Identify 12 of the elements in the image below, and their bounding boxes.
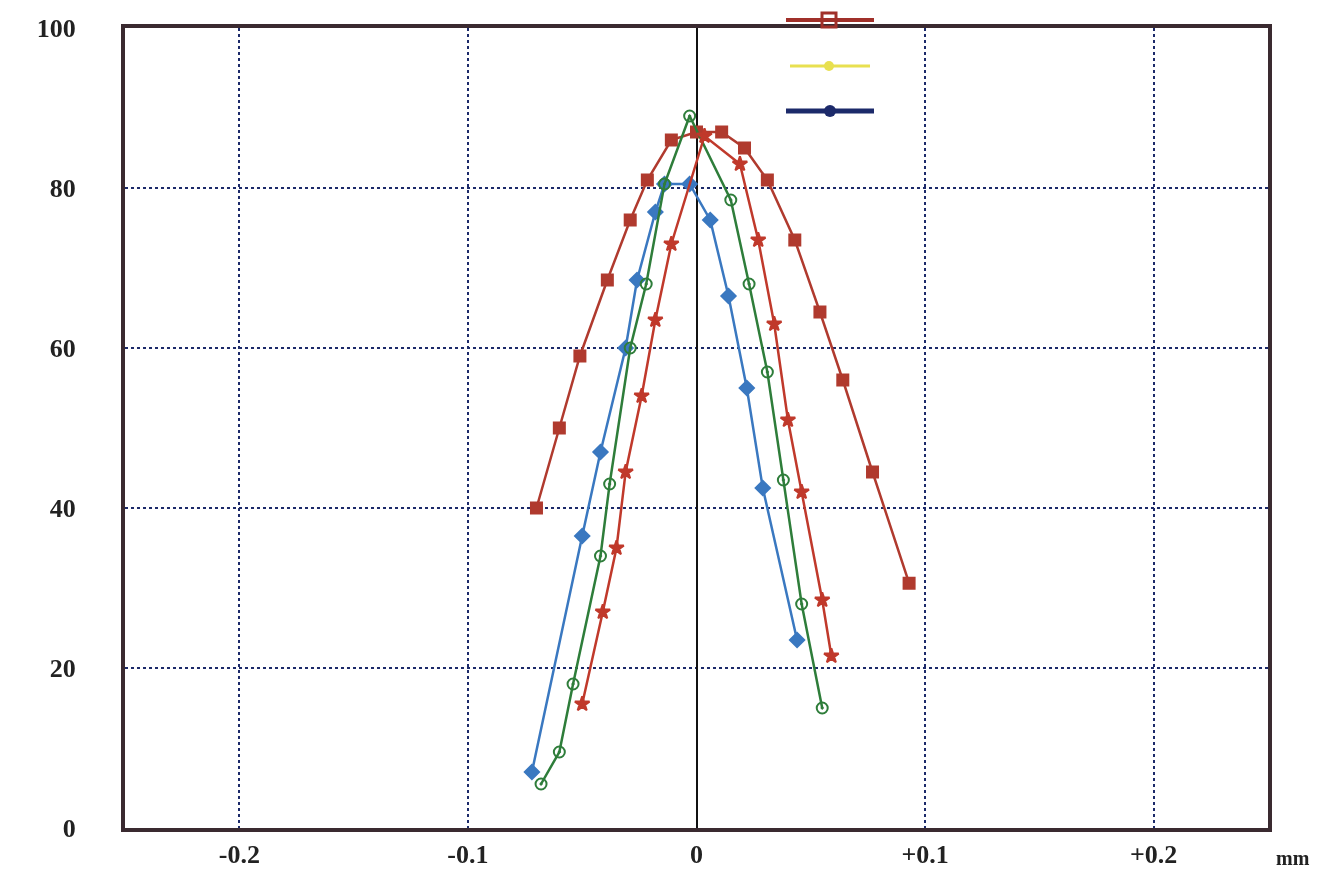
x-tick-label: -0.2 (218, 840, 260, 870)
y-tick-label: 60 (49, 334, 76, 364)
y-tick-label: 40 (49, 494, 76, 524)
y-tick-label: 0 (62, 814, 76, 844)
y-tick-label: 80 (49, 174, 76, 204)
x-axis-title: mm (1276, 847, 1310, 869)
y-tick-label: 20 (49, 654, 76, 684)
x-tick-label: -0.1 (447, 840, 489, 870)
y-tick-label: 100 (36, 14, 76, 44)
x-tick-label: +0.1 (901, 840, 949, 870)
x-tick-label: 0 (690, 840, 703, 870)
x-tick-label: +0.2 (1130, 840, 1178, 870)
